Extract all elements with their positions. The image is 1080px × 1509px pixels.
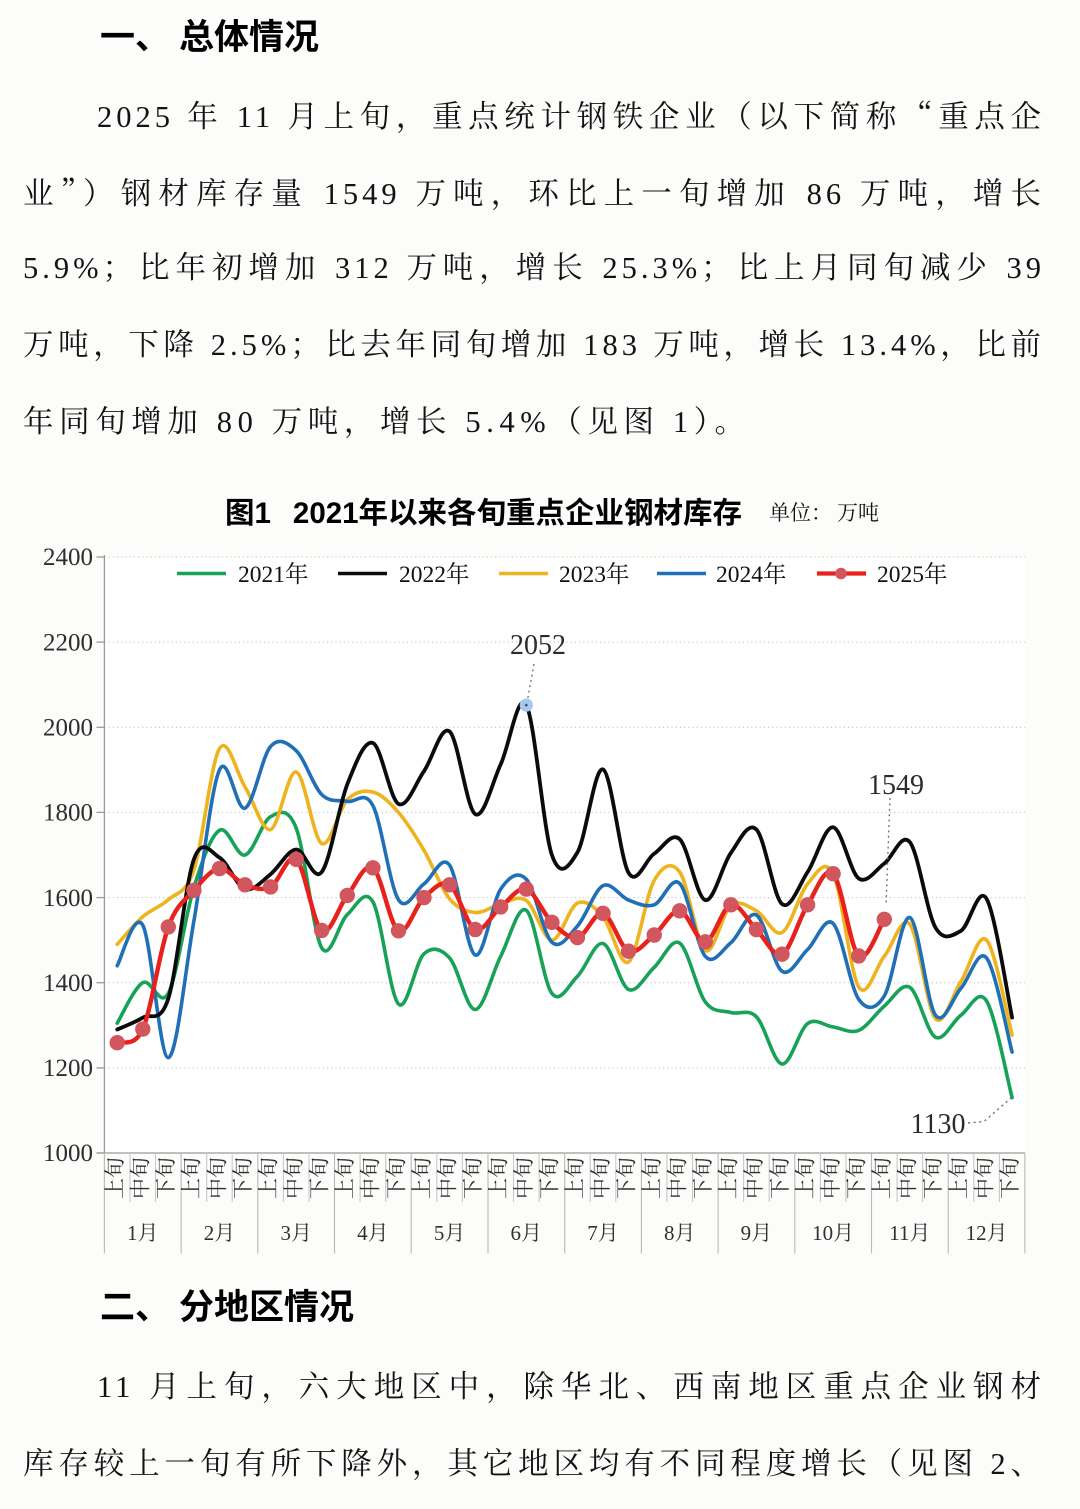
svg-text:上旬: 上旬	[870, 1157, 894, 1199]
svg-text:3月: 3月	[280, 1221, 312, 1245]
svg-text:1200: 1200	[43, 1055, 93, 1082]
svg-text:2025年: 2025年	[877, 561, 948, 588]
svg-text:1000: 1000	[43, 1140, 93, 1167]
svg-text:4月: 4月	[357, 1221, 389, 1245]
svg-text:中旬: 中旬	[819, 1157, 843, 1199]
svg-text:上旬: 上旬	[640, 1157, 664, 1199]
svg-text:2400: 2400	[43, 544, 93, 571]
svg-text:下旬: 下旬	[768, 1157, 792, 1199]
svg-text:2200: 2200	[43, 629, 93, 656]
svg-text:下旬: 下旬	[691, 1157, 715, 1199]
svg-text:上旬: 上旬	[947, 1157, 971, 1199]
svg-text:下旬: 下旬	[538, 1157, 562, 1199]
svg-text:下旬: 下旬	[461, 1157, 485, 1199]
svg-text:下旬: 下旬	[308, 1157, 332, 1199]
svg-text:下旬: 下旬	[845, 1157, 869, 1199]
svg-text:上旬: 上旬	[487, 1157, 511, 1199]
svg-text:2052: 2052	[510, 630, 566, 661]
svg-text:1130: 1130	[911, 1109, 966, 1140]
svg-text:5月: 5月	[434, 1221, 466, 1245]
svg-text:10月: 10月	[812, 1221, 854, 1245]
svg-text:中旬: 中旬	[205, 1157, 229, 1199]
svg-text:上旬: 上旬	[717, 1157, 741, 1199]
svg-text:2022年: 2022年	[399, 561, 470, 588]
svg-text:11月: 11月	[889, 1221, 930, 1245]
svg-text:下旬: 下旬	[154, 1157, 178, 1199]
svg-text:中旬: 中旬	[896, 1157, 920, 1199]
svg-text:上旬: 上旬	[180, 1157, 204, 1199]
svg-text:2月: 2月	[204, 1221, 236, 1245]
svg-text:上旬: 上旬	[793, 1157, 817, 1199]
svg-text:中旬: 中旬	[742, 1157, 766, 1199]
svg-text:1800: 1800	[43, 800, 93, 827]
svg-text:1549: 1549	[868, 770, 924, 801]
svg-text:中旬: 中旬	[359, 1157, 383, 1199]
svg-text:1400: 1400	[43, 970, 93, 997]
svg-text:下旬: 下旬	[998, 1157, 1022, 1199]
svg-text:2000: 2000	[43, 715, 93, 742]
svg-text:中旬: 中旬	[282, 1157, 306, 1199]
svg-text:上旬: 上旬	[410, 1157, 434, 1199]
svg-text:上旬: 上旬	[103, 1157, 127, 1199]
svg-text:下旬: 下旬	[384, 1157, 408, 1199]
svg-text:中旬: 中旬	[129, 1157, 153, 1199]
svg-text:中旬: 中旬	[972, 1157, 996, 1199]
svg-text:2021年: 2021年	[238, 561, 309, 588]
svg-text:中旬: 中旬	[512, 1157, 536, 1199]
svg-text:7月: 7月	[587, 1221, 619, 1245]
svg-text:上旬: 上旬	[256, 1157, 280, 1199]
svg-text:中旬: 中旬	[435, 1157, 459, 1199]
svg-text:2024年: 2024年	[716, 561, 787, 588]
svg-text:2023年: 2023年	[559, 561, 630, 588]
svg-text:中旬: 中旬	[666, 1157, 690, 1199]
svg-text:上旬: 上旬	[333, 1157, 357, 1199]
svg-text:上旬: 上旬	[563, 1157, 587, 1199]
svg-text:下旬: 下旬	[614, 1157, 638, 1199]
svg-text:12月: 12月	[966, 1221, 1008, 1245]
svg-text:9月: 9月	[741, 1221, 773, 1245]
svg-text:下旬: 下旬	[231, 1157, 255, 1199]
svg-text:6月: 6月	[511, 1221, 543, 1245]
svg-text:1月: 1月	[127, 1221, 159, 1245]
svg-text:1600: 1600	[43, 885, 93, 912]
svg-text:8月: 8月	[664, 1221, 696, 1245]
svg-text:中旬: 中旬	[589, 1157, 613, 1199]
svg-text:下旬: 下旬	[921, 1157, 945, 1199]
